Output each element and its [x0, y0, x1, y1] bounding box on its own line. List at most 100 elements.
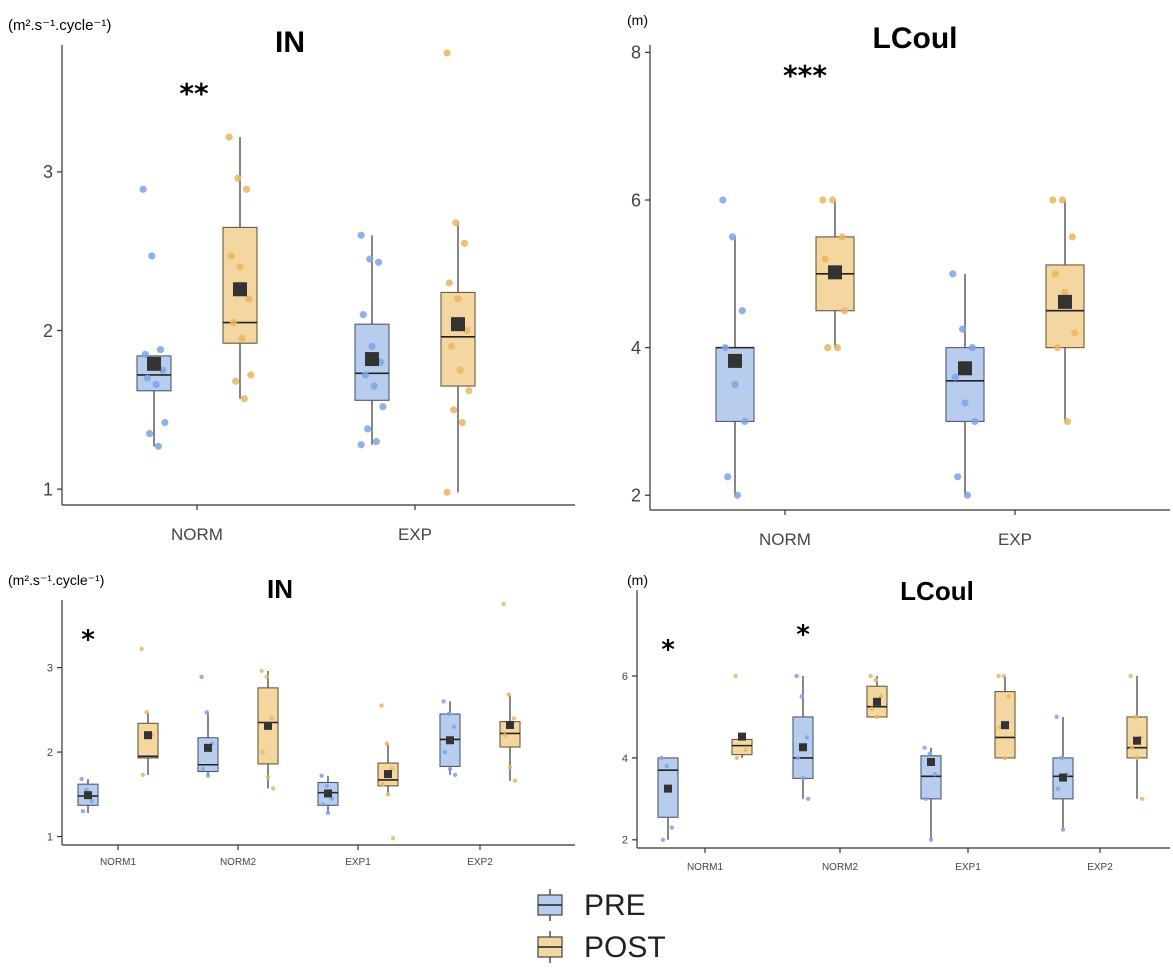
chart-panel-3: LCoul (m) 2 4 6 NORM1 * NORM2 * EXP1 EXP2 [622, 572, 1170, 873]
pre-data-point [156, 345, 165, 354]
pre-data-point [1055, 786, 1061, 791]
post-mean-marker [264, 721, 272, 730]
post-data-point [227, 252, 235, 260]
post-mean-marker [144, 731, 152, 740]
post-data-point [838, 233, 846, 241]
significance-marker: * [796, 620, 810, 650]
y-axis-unit-label: (m².s⁻¹.cycle⁻¹) [8, 572, 104, 588]
pre-data-point [800, 776, 806, 781]
pre-data-point [152, 380, 160, 389]
post-data-point [240, 395, 248, 403]
pre-data-point [805, 796, 811, 802]
pre-data-point [799, 694, 804, 699]
pre-data-point [794, 673, 799, 679]
post-data-point [458, 418, 466, 427]
post-mean-marker [828, 265, 842, 280]
post-data-point [1061, 288, 1069, 296]
y-tick-label: 4 [622, 753, 628, 765]
pre-data-point [664, 763, 669, 769]
post-data-point [264, 674, 269, 680]
y-tick-label: 8 [631, 43, 641, 63]
pre-data-point [958, 325, 967, 333]
post-data-point [236, 263, 244, 271]
pre-data-point [324, 783, 329, 789]
pre-data-point [441, 699, 446, 704]
post-data-point [1071, 329, 1079, 337]
post-data-point [1128, 673, 1133, 679]
post-data-point [443, 49, 451, 57]
pre-mean-marker [365, 352, 379, 367]
post-mean-marker [1058, 294, 1072, 309]
pre-data-point [199, 674, 204, 680]
pre-data-point [366, 255, 374, 263]
post-data-point [743, 747, 749, 752]
pre-mean-marker [84, 791, 92, 800]
pre-data-point [372, 437, 380, 446]
pre-data-point [141, 350, 149, 358]
post-data-point [1058, 196, 1067, 204]
chart-title: LCoul [873, 22, 958, 55]
post-data-point [512, 778, 518, 783]
pre-data-point [669, 825, 675, 830]
post-mean-marker [1001, 721, 1009, 730]
post-data-point [379, 703, 384, 708]
post-data-point [996, 673, 1001, 679]
post-data-point [139, 646, 144, 652]
pre-data-point [733, 491, 742, 499]
post-data-point [997, 724, 1003, 730]
legend-label: POST [584, 931, 666, 964]
post-mean-marker [738, 732, 746, 741]
pre-data-point [452, 772, 458, 778]
post-data-point [259, 668, 264, 674]
post-data-point [450, 406, 458, 414]
pre-data-point [204, 710, 209, 715]
pre-data-point [200, 766, 206, 772]
post-data-point [733, 673, 738, 679]
post-mean-marker [233, 282, 247, 297]
post-data-point [873, 677, 878, 683]
post-data-point [447, 342, 456, 350]
pre-data-point [205, 773, 211, 778]
post-data-point [460, 239, 469, 247]
post-data-point [445, 279, 453, 287]
post-data-point [456, 366, 464, 374]
post-mean-marker [1133, 736, 1141, 745]
pre-mean-marker [204, 743, 212, 752]
post-data-point [511, 716, 517, 721]
pre-data-point [148, 252, 156, 260]
post-data-point [390, 836, 396, 841]
x-tick-label: EXP1 [345, 857, 371, 868]
pre-data-point [357, 231, 365, 239]
post-data-point [242, 185, 251, 193]
pre-box [945, 347, 985, 422]
pre-data-point [80, 809, 86, 814]
pre-data-point [731, 380, 739, 389]
pre-mean-marker [664, 784, 672, 793]
post-data-point [229, 318, 238, 327]
chart-panel-1: LCoul (m) 2 4 6 8 NORM *** EXP [627, 12, 1170, 549]
pre-data-point [446, 711, 451, 717]
pre-data-point [932, 772, 938, 777]
post-data-point [1006, 694, 1012, 699]
pre-data-point [928, 837, 934, 843]
post-data-point [452, 219, 460, 227]
chart-title: LCoul [900, 576, 974, 606]
post-data-point [144, 710, 149, 715]
post-mean-marker [506, 721, 514, 730]
post-data-point [1049, 196, 1057, 204]
post-data-point [1139, 796, 1145, 802]
post-data-point [1001, 673, 1006, 679]
pre-data-point [139, 185, 147, 193]
x-tick-label: NORM2 [822, 862, 859, 873]
post-data-point [465, 387, 473, 395]
pre-data-point [364, 425, 372, 433]
legend-label: PRE [584, 889, 646, 922]
pre-data-point [368, 342, 376, 350]
post-data-point [833, 344, 842, 352]
post-data-point [501, 602, 506, 607]
pre-data-point [954, 473, 962, 481]
post-data-point [225, 133, 233, 141]
pre-data-point [741, 417, 749, 426]
post-data-point [1051, 270, 1059, 278]
